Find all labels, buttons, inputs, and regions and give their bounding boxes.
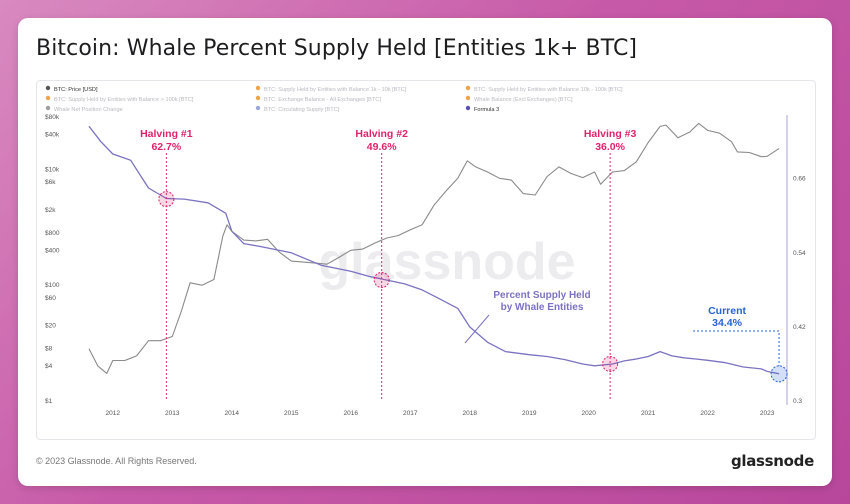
watermark: glassnode xyxy=(318,233,575,291)
y-right-tick-label: 0.3 xyxy=(793,398,802,405)
legend-label: Formula 3 xyxy=(474,107,499,113)
y-left-tick-label: $4 xyxy=(45,363,53,370)
y-left-tick-label: $400 xyxy=(45,247,60,254)
legend-dot xyxy=(465,105,471,111)
chart-title: Bitcoin: Whale Percent Supply Held [Enti… xyxy=(36,36,638,61)
x-tick-label: 2012 xyxy=(106,410,121,417)
x-tick-label: 2020 xyxy=(581,410,596,417)
legend-label: BTC: Supply Held by Entities with Balanc… xyxy=(474,87,623,93)
x-tick-label: 2018 xyxy=(462,410,477,417)
x-tick-label: 2014 xyxy=(225,410,240,417)
legend-dot xyxy=(255,105,261,111)
x-tick-label: 2016 xyxy=(344,410,359,417)
copyright-text: © 2023 Glassnode. All Rights Reserved. xyxy=(36,456,197,466)
chart-svg: BTC: Price [USD] BTC: Supply Held by Enti… xyxy=(45,85,806,417)
y-left-tick-label: $2k xyxy=(45,207,56,214)
legend-label: BTC: Price [USD] xyxy=(54,87,98,93)
legend-dot xyxy=(45,95,51,101)
halving-label: Halving #3 xyxy=(584,128,637,140)
halving-value: 36.0% xyxy=(595,141,625,153)
x-tick-label: 2015 xyxy=(284,410,299,417)
halving-label: Halving #2 xyxy=(355,128,408,140)
legend-dot xyxy=(465,85,471,91)
legend-label: BTC: Supply Held by Entities with Balanc… xyxy=(264,87,407,93)
y-left-tick-label: $80k xyxy=(45,114,60,121)
legend-label: Whale Net Position Change xyxy=(54,107,123,113)
series-annotation-pointer xyxy=(464,314,490,344)
legend-label: BTC: Supply Held by Entities with Balanc… xyxy=(54,97,194,103)
y-left-tick-label: $100 xyxy=(45,282,60,289)
x-tick-label: 2022 xyxy=(700,410,715,417)
whale-supply-line xyxy=(88,125,780,375)
current-label: Current xyxy=(708,305,746,317)
legend-dot xyxy=(255,95,261,101)
glassnode-logo: glassnode xyxy=(730,452,814,470)
legend-dot xyxy=(255,85,261,91)
y-left-tick-label: $1 xyxy=(45,398,53,405)
halving-marker xyxy=(158,191,175,208)
halving-marker xyxy=(373,271,390,288)
current-value: 34.4% xyxy=(712,317,742,329)
y-left-tick-label: $800 xyxy=(45,230,60,237)
legend-label: BTC: Circulating Supply [BTC] xyxy=(264,107,340,113)
legend-label: BTC: Exchange Balance - All Exchanges [B… xyxy=(264,97,381,103)
halving-label: Halving #1 xyxy=(140,128,193,140)
chart-card: Bitcoin: Whale Percent Supply Held [Enti… xyxy=(18,18,832,486)
legend-dot xyxy=(45,105,51,111)
halving-value: 49.6% xyxy=(367,141,397,153)
legend-dot xyxy=(45,85,51,91)
y-left-tick-label: $40k xyxy=(45,131,60,138)
x-tick-label: 2013 xyxy=(165,410,180,417)
y-left-tick-label: $8 xyxy=(45,346,53,353)
y-left-tick-label: $10k xyxy=(45,166,60,173)
legend-label: Whale Balance (Excl Exchanges) [BTC] xyxy=(474,97,573,103)
y-right-tick-label: 0.54 xyxy=(793,250,806,257)
y-left-tick-label: $60 xyxy=(45,295,56,302)
x-tick-label: 2023 xyxy=(760,410,775,417)
y-left-tick-label: $6k xyxy=(45,179,56,186)
series-annotation-line1: Percent Supply Held xyxy=(493,290,590,301)
halving-marker xyxy=(602,355,619,372)
series-annotation-line2: by Whale Entities xyxy=(501,302,584,313)
chart-frame: BTC: Price [USD] BTC: Supply Held by Enti… xyxy=(36,80,816,440)
price-line xyxy=(88,122,780,374)
current-leader xyxy=(693,330,780,366)
x-tick-label: 2021 xyxy=(641,410,656,417)
y-left-tick-label: $20 xyxy=(45,323,56,330)
halving-value: 62.7% xyxy=(151,141,181,153)
x-tick-label: 2019 xyxy=(522,410,537,417)
y-right-tick-label: 0.42 xyxy=(793,324,806,331)
x-tick-label: 2017 xyxy=(403,410,418,417)
legend-dot xyxy=(465,95,471,101)
y-right-tick-label: 0.66 xyxy=(793,176,806,183)
current-marker xyxy=(770,365,788,383)
